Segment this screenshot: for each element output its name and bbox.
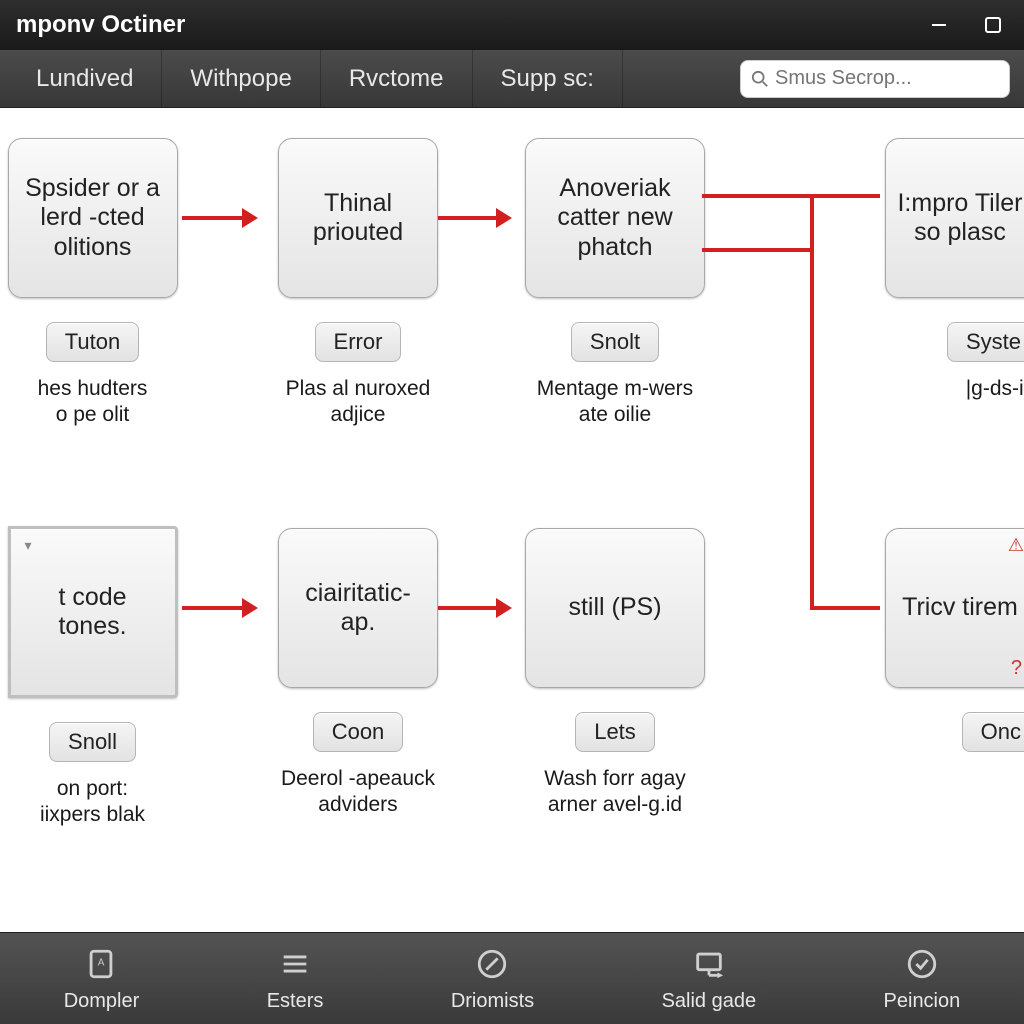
node-chip[interactable]: Lets (575, 712, 655, 752)
bottombar-item-salid[interactable]: Salid gade (662, 944, 757, 1013)
flow-connector (702, 194, 880, 198)
flow-node-frame[interactable]: ▾ t code tones. (8, 526, 178, 698)
search-input[interactable] (775, 67, 999, 90)
edit-icon (472, 944, 512, 984)
flow-connector (810, 194, 814, 608)
node-caption: Mentage m-wers ate oilie (537, 376, 693, 429)
node-chip[interactable]: Error (315, 322, 402, 362)
bottombar-item-peincion[interactable]: Peincion (884, 944, 961, 1013)
chevron-down-icon: ▾ (25, 537, 32, 554)
bottombar-label: Dompler (64, 990, 140, 1013)
node-caption: on port: iixpers blak (40, 776, 145, 829)
node-caption: Deerol -apeauck adviders (281, 766, 435, 819)
node-chip[interactable]: Syste (947, 322, 1024, 362)
menu-item-2[interactable]: Rvctome (321, 50, 473, 107)
flow-node[interactable]: Spsider or a lerd -cted olitions (8, 138, 178, 298)
flow-node[interactable]: Anoveriak catter new phatch (525, 138, 705, 298)
window-title: mponv Octiner (16, 11, 900, 39)
flow-arrow (182, 606, 244, 610)
monitor-icon (689, 944, 729, 984)
flow-canvas: Spsider or a lerd -cted olitions Tuton h… (0, 108, 1024, 932)
search-box[interactable] (740, 60, 1010, 98)
bottombar-label: Driomists (451, 990, 534, 1013)
alert-icon: ⚠ (1008, 535, 1024, 556)
menu-item-0[interactable]: Lundived (8, 50, 162, 107)
flow-node[interactable]: I:mpro Tiler so plasc (885, 138, 1024, 298)
menu-item-3[interactable]: Supp sc: (473, 50, 623, 107)
menu-bar: Lundived Withpope Rvctome Supp sc: (0, 50, 1024, 108)
minimize-button[interactable] (924, 10, 954, 40)
node-chip[interactable]: Snolt (571, 322, 659, 362)
question-icon: ? (1011, 657, 1022, 681)
flow-node-text: t code tones. (25, 583, 161, 641)
list-icon (275, 944, 315, 984)
node-chip[interactable]: Coon (313, 712, 404, 752)
node-caption: hes hudters o pe olit (38, 376, 148, 429)
bottombar-item-dompler[interactable]: A Dompler (64, 944, 140, 1013)
flow-arrow (182, 216, 244, 220)
node-caption: Plas al nuroxed adjice (286, 376, 431, 429)
check-circle-icon (902, 944, 942, 984)
flow-connector (810, 606, 880, 610)
flow-node[interactable]: Thinal priouted (278, 138, 438, 298)
node-chip[interactable]: Onc (962, 712, 1024, 752)
maximize-button[interactable] (978, 10, 1008, 40)
flow-node[interactable]: ciairitatic-ap. (278, 528, 438, 688)
node-caption: |g-ds-its (966, 376, 1024, 402)
menu-item-1[interactable]: Withpope (162, 50, 320, 107)
search-icon (751, 70, 769, 88)
bottombar-label: Peincion (884, 990, 961, 1013)
flow-node[interactable]: still (PS) (525, 528, 705, 688)
title-bar: mponv Octiner (0, 0, 1024, 50)
flow-arrow (438, 606, 498, 610)
document-icon: A (81, 944, 121, 984)
bottombar-label: Esters (267, 990, 324, 1013)
svg-text:A: A (98, 957, 105, 968)
flow-arrow (438, 216, 498, 220)
flow-node[interactable]: ⚠ Tricv tirem ? (885, 528, 1024, 688)
bottombar-label: Salid gade (662, 990, 757, 1013)
bottom-bar: A Dompler Esters Driomists Salid gade Pe… (0, 932, 1024, 1024)
node-chip[interactable]: Tuton (46, 322, 139, 362)
bottombar-item-driomists[interactable]: Driomists (451, 944, 534, 1013)
node-chip[interactable]: Snoll (49, 722, 136, 762)
node-caption: Wash forr agay arner avel-g.id (544, 766, 686, 819)
flow-node-text: Tricv tirem (902, 593, 1018, 623)
flow-connector (702, 248, 814, 252)
bottombar-item-esters[interactable]: Esters (267, 944, 324, 1013)
